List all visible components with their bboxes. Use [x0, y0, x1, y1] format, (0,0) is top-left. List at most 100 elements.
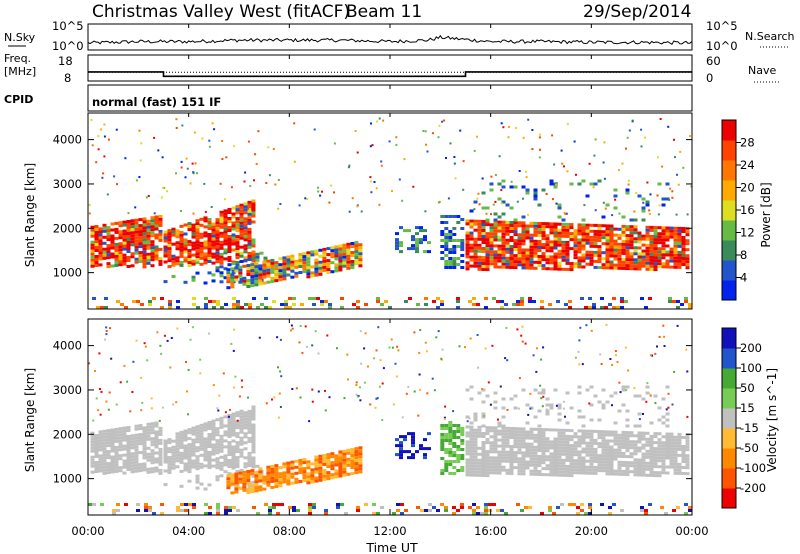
- power-cell: [262, 263, 267, 267]
- power-speckle: [507, 136, 510, 139]
- power-cell: [223, 267, 228, 271]
- velocity-cell: [501, 456, 506, 460]
- velocity-cell: [144, 509, 148, 512]
- velocity-cell: [521, 442, 526, 446]
- power-speckle: [626, 136, 629, 139]
- velocity-cell: [243, 423, 248, 427]
- power-cell: [521, 251, 526, 255]
- velocity-cell: [493, 438, 498, 442]
- power-cell: [661, 256, 666, 260]
- power-speckle: [378, 203, 381, 206]
- power-speckle: [354, 130, 357, 132]
- velocity-cell: [358, 458, 363, 462]
- power-cell: [676, 306, 680, 309]
- power-cell: [629, 234, 634, 238]
- power-cell: [235, 208, 240, 212]
- power-cell: [557, 249, 562, 253]
- power-speckle: [99, 128, 102, 131]
- velocity-speckle: [535, 370, 538, 373]
- velocity-cell: [134, 427, 139, 431]
- power-cell: [573, 229, 578, 233]
- velocity-speckle: [166, 339, 169, 342]
- power-cbar-tick-label: 16: [740, 203, 755, 217]
- velocity-cell: [187, 431, 192, 435]
- power-cell: [653, 259, 658, 263]
- power-speckle: [593, 154, 596, 157]
- velocity-cell: [641, 458, 646, 462]
- power-cell: [235, 235, 240, 239]
- power-speckle: [97, 135, 100, 138]
- power-cell: [258, 273, 263, 277]
- velocity-cell: [613, 421, 618, 425]
- velocity-cell: [581, 438, 586, 442]
- power-speckle: [103, 135, 106, 138]
- power-cell: [243, 220, 248, 224]
- velocity-cell: [452, 451, 457, 454]
- power-cell: [328, 306, 332, 309]
- velocity-cell: [274, 479, 279, 483]
- power-cell: [258, 276, 263, 280]
- velocity-cell: [290, 460, 295, 464]
- power-cell: [318, 248, 323, 252]
- power-cell: [513, 248, 518, 252]
- power-cell: [673, 229, 678, 233]
- power-cell: [258, 264, 263, 268]
- velocity-speckle: [506, 359, 509, 362]
- x-axis-label: Time UT: [365, 540, 418, 554]
- velocity-cell: [106, 438, 111, 442]
- power-cell: [376, 297, 380, 300]
- velocity-cell: [278, 466, 283, 470]
- power-cell: [541, 222, 546, 226]
- power-cell: [669, 259, 674, 263]
- power-cell: [254, 265, 259, 269]
- velocity-cell: [204, 503, 208, 506]
- velocity-speckle: [624, 346, 627, 349]
- power-cell: [653, 226, 658, 230]
- power-speckle: [191, 162, 194, 165]
- velocity-cell: [473, 437, 478, 441]
- velocity-cell: [407, 450, 411, 454]
- y-tick-label: 4000: [53, 133, 82, 147]
- power-cell: [142, 220, 147, 224]
- velocity-cell: [645, 437, 650, 441]
- velocity-cell: [521, 460, 526, 464]
- velocity-cell: [625, 437, 630, 441]
- velocity-cell: [513, 442, 518, 446]
- power-cell: [456, 215, 461, 218]
- velocity-speckle: [481, 388, 484, 390]
- power-cell: [525, 191, 530, 195]
- velocity-cell: [154, 451, 159, 455]
- power-cell: [142, 250, 147, 254]
- power-cell: [215, 221, 220, 225]
- power-cell: [142, 238, 147, 242]
- power-cell: [126, 241, 131, 244]
- power-cell: [247, 233, 252, 237]
- power-cell: [617, 254, 622, 258]
- velocity-speckle: [143, 342, 146, 345]
- velocity-cell: [122, 465, 127, 469]
- velocity-cell: [274, 485, 279, 489]
- velocity-cell: [473, 431, 478, 435]
- power-cell: [207, 242, 212, 245]
- power-cell: [665, 265, 670, 269]
- velocity-cell: [509, 463, 514, 466]
- power-cell: [274, 267, 279, 271]
- velocity-cell: [207, 454, 212, 457]
- power-cell: [294, 259, 299, 263]
- velocity-cell: [545, 464, 550, 468]
- power-cell: [179, 239, 184, 243]
- velocity-cell: [625, 449, 630, 453]
- power-cell: [419, 241, 423, 245]
- velocity-cell: [549, 443, 554, 447]
- velocity-cell: [278, 481, 283, 485]
- velocity-cell: [138, 466, 143, 470]
- power-cell: [254, 268, 259, 272]
- velocity-cell: [569, 406, 574, 410]
- power-cell: [130, 264, 135, 268]
- power-cell: [216, 300, 220, 303]
- velocity-cell: [657, 459, 662, 463]
- power-cell: [203, 240, 208, 244]
- power-cell: [118, 233, 123, 237]
- power-cell: [565, 252, 570, 256]
- velocity-cell: [224, 506, 228, 509]
